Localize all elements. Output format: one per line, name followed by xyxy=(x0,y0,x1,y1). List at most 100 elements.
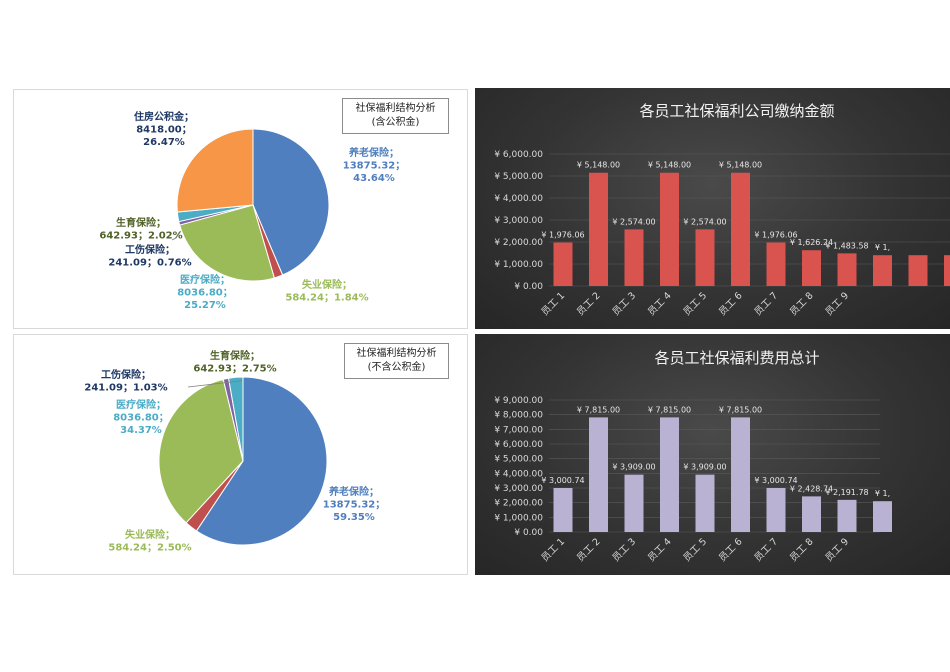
pie-data-label: 失业保险； 584.24；2.50% xyxy=(108,528,191,554)
chart-title-box: 社保福利结构分析 (含公积金) xyxy=(342,98,449,134)
chart-title-line1: 社保福利结构分析 xyxy=(355,103,436,114)
chart-title-line2: (不含公积金) xyxy=(367,362,426,373)
y-tick-label: ¥ 4,000.00 xyxy=(494,469,543,479)
pie-slice xyxy=(176,128,254,213)
y-tick-label: ¥ 3,000.00 xyxy=(494,216,543,226)
chart-title-box: 社保福利结构分析 (不含公积金) xyxy=(344,343,449,379)
bar xyxy=(837,499,857,532)
bar-chart-total-cost: 各员工社保福利费用总计 ¥ 0.00 ¥ 1,000.00 ¥ 2,000.00 ¥ 3… xyxy=(494,349,892,564)
x-tick-label: 员工 5 xyxy=(681,290,709,318)
pie-slice xyxy=(227,376,244,462)
x-tick-label: 员工 8 xyxy=(788,290,816,318)
y-tick-label: ¥ 5,000.00 xyxy=(494,455,543,465)
chart-title-line1: 社保福利结构分析 xyxy=(356,348,437,359)
y-tick-label: ¥ 2,000.00 xyxy=(494,238,543,248)
pie-data-label: 养老保险； 13875.32； 59.35% xyxy=(323,485,386,523)
bar-value-label: ¥ 3,000.74 xyxy=(541,476,584,485)
bar xyxy=(802,250,821,286)
y-tick-label: ¥ 7,000.00 xyxy=(494,425,543,435)
leader-line xyxy=(187,379,243,388)
bar-value-label: ¥ 3,909.00 xyxy=(612,463,655,472)
y-tick-label: ¥ 4,000.00 xyxy=(494,194,543,204)
bar xyxy=(660,172,679,286)
bar-value-label: ¥ 3,000.74 xyxy=(754,476,797,485)
y-tick-label: ¥ 3,000.00 xyxy=(494,484,543,494)
bar xyxy=(695,474,715,532)
bar-value-label: ¥ 7,815.00 xyxy=(719,405,762,414)
bar-value-label: ¥ 7,815.00 xyxy=(577,405,620,414)
pie-data-label: 生育保险； 642.93；2.75% xyxy=(193,349,276,375)
y-tick-label: ¥ 6,000.00 xyxy=(494,440,543,450)
x-tick-label: 员工 3 xyxy=(610,536,638,564)
pie-slice xyxy=(195,376,328,546)
bar xyxy=(660,417,679,532)
y-tick-label: ¥ 9,000.00 xyxy=(494,396,543,406)
y-tick-label: ¥ 0.00 xyxy=(514,528,543,538)
x-tick-label: 员工 1 xyxy=(539,536,567,564)
x-tick-label: 员工 6 xyxy=(717,536,745,564)
x-tick-label: 员工 2 xyxy=(575,290,603,318)
bar-panel-company-payment: 各员工社保福利公司缴纳金额 ¥ 0.00 ¥ 1,000.00 ¥ 2,000.00 ¥… xyxy=(475,88,950,329)
bar-value-label: ¥ 1, xyxy=(875,489,890,498)
bar xyxy=(624,229,644,286)
bar-value-label: ¥ 5,148.00 xyxy=(719,161,762,170)
x-tick-label: 员工 5 xyxy=(681,536,709,564)
bar xyxy=(624,474,644,532)
x-tick-label: 员工 2 xyxy=(575,536,603,564)
bar xyxy=(766,242,786,286)
bar-value-label: ¥ 1,626.24 xyxy=(790,238,833,247)
bar xyxy=(553,242,573,286)
y-tick-label: ¥ 8,000.00 xyxy=(494,411,543,421)
bar-panel-total-cost: 各员工社保福利费用总计 ¥ 0.00 ¥ 1,000.00 ¥ 2,000.00 ¥ 3… xyxy=(475,334,950,575)
x-tick-label: 员工 8 xyxy=(788,536,816,564)
pie-slice xyxy=(252,128,330,276)
pie-data-label: 住房公积金； 8418.00； 26.47% xyxy=(134,110,194,148)
bar-value-label: ¥ 2,574.00 xyxy=(683,217,726,226)
bar xyxy=(589,417,608,532)
pie-panel-with-fund: 养老保险； 13875.32； 43.64% 失业保险； 584.24；1.84% 医疗保… xyxy=(13,89,468,329)
bar xyxy=(589,172,608,286)
bar xyxy=(908,255,928,286)
bar-chart-title: 各员工社保福利费用总计 xyxy=(654,349,819,367)
bar xyxy=(731,417,750,532)
bar xyxy=(731,172,750,286)
pie-data-label: 养老保险； 13875.32； 43.64% xyxy=(343,146,406,184)
bar xyxy=(766,487,786,532)
bar xyxy=(873,255,892,286)
pie-chart-with-fund: 养老保险； 13875.32； 43.64% 失业保险； 584.24；1.84% 医疗保… xyxy=(99,110,406,311)
y-tick-label: ¥ 0.00 xyxy=(514,282,543,292)
pie-panel-without-fund: 养老保险； 13875.32； 59.35% 失业保险； 584.24；2.50% 医疗保… xyxy=(13,334,468,575)
bar-value-label: ¥ 1, xyxy=(875,243,890,252)
bar-value-label: ¥ 5,148.00 xyxy=(577,161,620,170)
leader-line xyxy=(171,230,182,241)
pie-slice xyxy=(179,204,275,282)
x-tick-label: 员工 3 xyxy=(610,290,638,318)
bar xyxy=(695,229,715,286)
y-tick-label: ¥ 1,000.00 xyxy=(494,513,543,523)
x-tick-label: 员工 6 xyxy=(717,290,745,318)
x-tick-label: 员工 9 xyxy=(823,536,851,564)
bar-value-label: ¥ 5,148.00 xyxy=(648,161,691,170)
chart-title-line2: (含公积金) xyxy=(371,117,420,128)
pie-data-label: 工伤保险； 241.09；0.76% xyxy=(108,243,191,269)
x-tick-label: 员工 7 xyxy=(752,290,780,318)
pie-chart-without-fund: 养老保险； 13875.32； 59.35% 失业保险； 584.24；2.50% 医疗保… xyxy=(84,349,386,554)
pie-slice xyxy=(158,378,244,524)
x-tick-label: 员工 4 xyxy=(646,536,674,564)
y-tick-label: ¥ 2,000.00 xyxy=(494,499,543,509)
pie-data-label: 医疗保险； 8036.80； 25.27% xyxy=(177,273,233,311)
bar-chart-company-payment: 各员工社保福利公司缴纳金额¥ 0.00¥ 1,000.00¥ 2,000.00¥… xyxy=(494,102,950,318)
bar xyxy=(837,253,857,286)
y-tick-label: ¥ 1,000.00 xyxy=(494,260,543,270)
bar xyxy=(873,501,892,532)
bar xyxy=(553,487,573,532)
x-tick-label: 员工 1 xyxy=(539,290,567,318)
bar-value-label: ¥ 7,815.00 xyxy=(648,405,691,414)
bar-value-label: ¥ 2,574.00 xyxy=(612,217,655,226)
bar-value-label: ¥ 2,428.74 xyxy=(790,484,833,493)
bar xyxy=(802,496,821,532)
bar-value-label: ¥ 1,976.06 xyxy=(754,231,797,240)
y-tick-label: ¥ 6,000.00 xyxy=(494,150,543,160)
bar xyxy=(944,255,950,286)
pie-data-label: 失业保险； 584.24；1.84% xyxy=(285,278,368,304)
